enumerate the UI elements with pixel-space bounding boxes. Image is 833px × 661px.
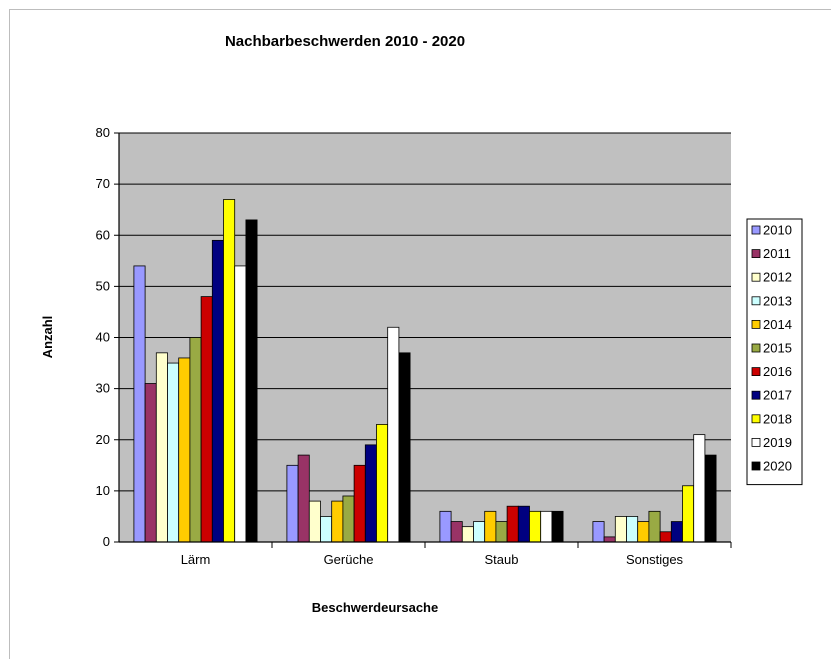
legend-label-2010: 2010 <box>763 223 792 238</box>
bar-2015-2 <box>495 521 508 543</box>
bar-2017-1 <box>364 444 377 543</box>
legend: 2010 2011 2012 2013 2014 2015 2016 2017 2018 2019… <box>746 218 803 486</box>
bar-2012-0 <box>155 352 168 543</box>
bar-2018-2 <box>529 510 542 543</box>
axes: 0 10 20 30 40 50 60 70 80 Lärm Gerüche Staub Sonstig… <box>96 125 732 567</box>
legend-swatch-2020 <box>751 461 761 471</box>
legend-swatch-2014 <box>751 319 761 329</box>
bar-2019-1 <box>387 326 400 543</box>
legend-label-2014: 2014 <box>763 317 792 332</box>
x-tick-label: Staub <box>485 552 519 567</box>
bar-2016-2 <box>506 505 519 543</box>
bar-2011-0 <box>144 383 157 543</box>
y-tick-label: 10 <box>96 483 110 498</box>
bar-2017-3 <box>670 521 683 543</box>
legend-label-2015: 2015 <box>763 341 792 356</box>
bar-2010-2 <box>439 510 452 543</box>
x-tick-label: Lärm <box>181 552 211 567</box>
legend-label-2019: 2019 <box>763 435 792 450</box>
bar-2017-2 <box>517 505 530 543</box>
bar-2016-1 <box>353 464 366 543</box>
legend-swatch-2017 <box>751 390 761 400</box>
bars <box>133 199 717 543</box>
legend-label-2016: 2016 <box>763 364 792 379</box>
bar-2018-0 <box>223 199 236 543</box>
bar-2017-0 <box>211 239 224 543</box>
x-axis-label: Beschwerdeursache <box>312 600 438 615</box>
y-tick-label: 30 <box>96 381 110 396</box>
bar-2010-3 <box>592 521 605 543</box>
bar-2020-3 <box>704 454 717 543</box>
y-tick-label: 50 <box>96 278 110 293</box>
bar-2014-1 <box>331 500 344 543</box>
bar-2020-1 <box>398 352 411 543</box>
bar-2018-3 <box>682 485 695 543</box>
bar-2014-0 <box>178 357 191 543</box>
legend-swatch-2011 <box>751 249 761 259</box>
bar-2015-0 <box>189 337 202 543</box>
bar-2018-1 <box>376 424 389 543</box>
y-tick-label: 70 <box>96 176 110 191</box>
bar-2014-2 <box>484 510 497 543</box>
y-axis-label: Anzahl <box>40 316 55 359</box>
legend-swatch-2019 <box>751 437 761 447</box>
bar-2019-0 <box>234 265 247 543</box>
bar-2010-1 <box>286 464 299 543</box>
bar-2012-2 <box>461 526 474 543</box>
bar-2016-3 <box>659 531 672 543</box>
bar-2012-3 <box>614 516 627 543</box>
y-tick-label: 20 <box>96 432 110 447</box>
bar-2019-2 <box>540 510 553 543</box>
bar-2013-3 <box>626 516 639 543</box>
bar-2010-0 <box>133 265 146 543</box>
bar-2012-1 <box>308 500 321 543</box>
chart-title: Nachbarbeschwerden 2010 - 2020 <box>225 33 465 50</box>
legend-label-2018: 2018 <box>763 411 792 426</box>
bar-2020-0 <box>245 219 258 543</box>
bar-2011-3 <box>603 536 616 543</box>
legend-swatch-2018 <box>751 414 761 424</box>
bar-2019-3 <box>693 434 706 543</box>
bar-2020-2 <box>551 510 564 543</box>
legend-label-2012: 2012 <box>763 270 792 285</box>
bar-2011-1 <box>297 454 310 543</box>
bar-2013-2 <box>473 521 486 543</box>
legend-label-2013: 2013 <box>763 293 792 308</box>
legend-swatch-2015 <box>751 343 761 353</box>
bar-2011-2 <box>450 521 463 543</box>
gridlines <box>119 132 731 492</box>
legend-label-2017: 2017 <box>763 388 792 403</box>
legend-label-2020: 2020 <box>763 459 792 474</box>
y-tick-label: 40 <box>96 330 110 345</box>
legend-swatch-2013 <box>751 296 761 306</box>
legend-swatch-2010 <box>751 225 761 235</box>
x-tick-label: Sonstiges <box>626 552 684 567</box>
y-tick-label: 80 <box>96 125 110 140</box>
legend-label-2011: 2011 <box>763 246 791 261</box>
bar-2013-1 <box>320 516 333 543</box>
legend-swatch-2016 <box>751 367 761 377</box>
bar-2014-3 <box>637 521 650 543</box>
y-tick-label: 0 <box>103 534 110 549</box>
bar-2015-3 <box>648 510 661 543</box>
y-tick-label: 60 <box>96 227 110 242</box>
x-tick-label: Gerüche <box>324 552 374 567</box>
chart-frame <box>9 9 831 659</box>
bar-2016-0 <box>200 296 213 543</box>
bar-2015-1 <box>342 495 355 543</box>
legend-swatch-2012 <box>751 272 761 282</box>
bar-2013-0 <box>167 362 180 543</box>
